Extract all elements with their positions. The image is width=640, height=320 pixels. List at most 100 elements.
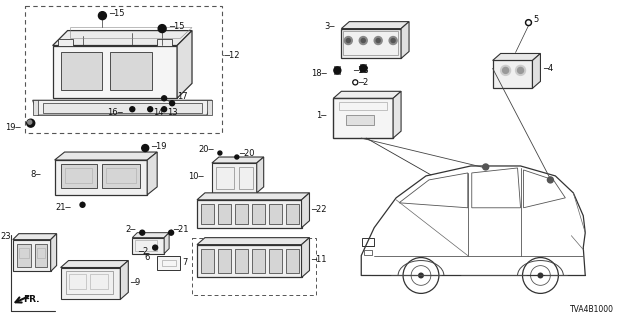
Text: ─15: ─15 xyxy=(169,22,184,31)
Circle shape xyxy=(168,230,173,235)
Text: 16─: 16─ xyxy=(107,108,122,117)
Polygon shape xyxy=(33,100,38,115)
Polygon shape xyxy=(235,249,248,274)
Text: ─11: ─11 xyxy=(312,255,327,264)
Text: 5: 5 xyxy=(534,15,539,24)
Text: ─22: ─22 xyxy=(312,205,327,214)
Polygon shape xyxy=(212,157,264,163)
Polygon shape xyxy=(81,202,84,205)
Bar xyxy=(43,103,202,113)
Polygon shape xyxy=(212,163,257,193)
Circle shape xyxy=(359,36,367,44)
Bar xyxy=(106,168,136,183)
Polygon shape xyxy=(52,45,177,98)
Circle shape xyxy=(547,177,554,183)
Text: 13: 13 xyxy=(167,108,178,117)
Polygon shape xyxy=(61,164,97,188)
Bar xyxy=(346,115,374,125)
Text: 10─: 10─ xyxy=(188,172,204,181)
Circle shape xyxy=(525,20,531,26)
Polygon shape xyxy=(164,233,169,253)
Circle shape xyxy=(140,230,145,235)
Polygon shape xyxy=(35,244,47,267)
Polygon shape xyxy=(52,31,192,45)
Polygon shape xyxy=(54,152,157,160)
Text: ─2: ─2 xyxy=(358,78,369,87)
Circle shape xyxy=(483,164,489,170)
Polygon shape xyxy=(132,233,169,238)
Circle shape xyxy=(148,107,153,112)
Text: 20─: 20─ xyxy=(198,145,214,154)
Polygon shape xyxy=(218,249,231,274)
Polygon shape xyxy=(285,204,298,224)
Circle shape xyxy=(153,245,157,250)
Text: ─19: ─19 xyxy=(151,141,166,151)
Polygon shape xyxy=(197,244,301,277)
Polygon shape xyxy=(132,238,164,253)
Polygon shape xyxy=(51,234,56,271)
Polygon shape xyxy=(58,38,72,45)
Text: 8─: 8─ xyxy=(30,171,41,180)
Circle shape xyxy=(99,12,106,20)
Polygon shape xyxy=(269,204,282,224)
Circle shape xyxy=(334,67,341,74)
Bar xyxy=(68,275,86,289)
Polygon shape xyxy=(157,256,180,269)
Polygon shape xyxy=(13,240,51,271)
Text: ─12: ─12 xyxy=(224,51,239,60)
Polygon shape xyxy=(532,53,540,88)
Polygon shape xyxy=(17,244,31,267)
Bar xyxy=(364,250,372,255)
Text: ─18: ─18 xyxy=(353,66,369,75)
Bar xyxy=(192,238,316,295)
Polygon shape xyxy=(54,160,147,195)
Circle shape xyxy=(353,80,358,85)
Polygon shape xyxy=(110,52,152,90)
Text: 19─: 19─ xyxy=(5,123,20,132)
Text: TVA4B1000: TVA4B1000 xyxy=(570,305,614,314)
Bar xyxy=(135,240,157,251)
Polygon shape xyxy=(257,157,264,193)
Circle shape xyxy=(376,38,380,43)
Circle shape xyxy=(418,273,424,278)
Polygon shape xyxy=(269,249,282,274)
Bar xyxy=(90,275,108,289)
Polygon shape xyxy=(301,193,310,228)
Polygon shape xyxy=(285,249,298,274)
Text: 17: 17 xyxy=(177,92,188,101)
Polygon shape xyxy=(61,268,120,300)
Circle shape xyxy=(389,36,397,44)
Polygon shape xyxy=(341,22,409,28)
Polygon shape xyxy=(33,100,212,115)
Polygon shape xyxy=(207,100,212,115)
Text: 2─: 2─ xyxy=(125,225,135,234)
Polygon shape xyxy=(235,204,248,224)
Polygon shape xyxy=(13,234,56,240)
Text: ─4: ─4 xyxy=(543,64,554,73)
Circle shape xyxy=(391,38,395,43)
Polygon shape xyxy=(201,249,214,274)
Text: 6: 6 xyxy=(145,253,150,262)
Circle shape xyxy=(516,65,525,76)
Bar xyxy=(334,67,340,74)
Polygon shape xyxy=(493,60,532,88)
Bar xyxy=(362,238,374,246)
Circle shape xyxy=(361,38,365,43)
Polygon shape xyxy=(252,249,265,274)
Polygon shape xyxy=(341,28,401,59)
Bar xyxy=(339,102,387,110)
Text: 3─: 3─ xyxy=(324,22,334,31)
Circle shape xyxy=(170,101,175,106)
Circle shape xyxy=(80,202,85,207)
Circle shape xyxy=(354,81,356,84)
Polygon shape xyxy=(393,91,401,138)
Circle shape xyxy=(162,96,166,101)
Polygon shape xyxy=(170,230,173,233)
Text: ─2: ─2 xyxy=(138,247,148,256)
Polygon shape xyxy=(61,52,102,90)
Polygon shape xyxy=(157,38,172,45)
Polygon shape xyxy=(401,22,409,59)
Circle shape xyxy=(346,38,350,43)
Polygon shape xyxy=(301,238,310,277)
Circle shape xyxy=(518,68,524,73)
